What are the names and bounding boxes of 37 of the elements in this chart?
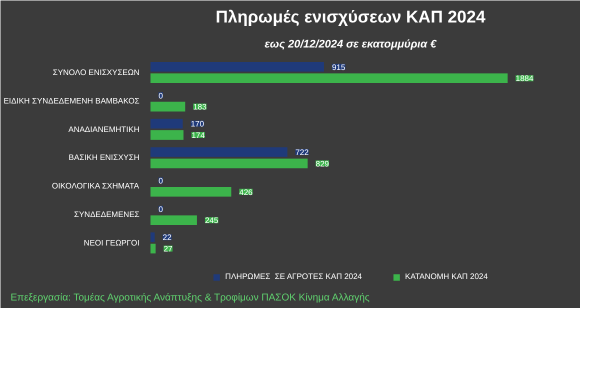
bar xyxy=(150,158,308,168)
data-label: 0 xyxy=(158,91,164,100)
bar xyxy=(150,232,155,242)
bar xyxy=(150,73,508,84)
y-tick-label: ΣΥΝΔΕΔΕΜΕΝΕΣ xyxy=(74,210,140,220)
data-label: 27 xyxy=(164,244,174,254)
data-label: 0 xyxy=(158,204,164,214)
y-tick-label: ΟΙΚΟΛΟΓΙΚΑ ΣΧΗΜΑΤΑ xyxy=(52,182,140,191)
y-tick-label: ΕΙΔΙΚΗ ΣΥΝΔΕΔΕΜΕΝΗ ΒΑΜΒΑΚΟΣ xyxy=(4,96,140,106)
data-label: 722 xyxy=(295,148,310,158)
bar xyxy=(150,130,184,140)
bar xyxy=(150,118,183,128)
y-tick-label: ΣΥΝΟΛΟ ΕΝΙΣΧΥΣΕΩΝ xyxy=(52,68,140,78)
chart-subtitle: εως 20/12/2024 σε εκατομμύρια € xyxy=(264,38,438,50)
bar xyxy=(150,244,156,254)
bar xyxy=(150,186,232,197)
data-label: 829 xyxy=(316,159,330,168)
bar xyxy=(150,147,288,157)
legend-label: ΚΑΤΑΝΟΜΗ ΚΑΠ 2024 xyxy=(404,272,488,281)
chart-title: Πληρωμές ενισχύσεων ΚΑΠ 2024 xyxy=(216,8,486,26)
data-label: 0 xyxy=(158,176,164,186)
data-label: 915 xyxy=(332,62,346,72)
y-tick-label: ΒΑΣΙΚΗ ΕΝΙΣΧΥΣΗ xyxy=(68,153,140,162)
data-label: 170 xyxy=(190,120,205,129)
text: Επεξεργασία: Τομέας Αγροτικής Ανάπτυξης & Τροφίμων ΠΑΣΟΚ Κίνημα Αλλαγής xyxy=(10,292,370,304)
data-label: 183 xyxy=(193,102,208,112)
bar xyxy=(150,102,186,112)
data-label: 1884 xyxy=(516,74,534,84)
y-tick-label: ΝΕΟΙ ΓΕΩΡΓΟΙ xyxy=(84,238,140,248)
data-label: 22 xyxy=(162,233,172,242)
bar xyxy=(150,215,197,226)
legend-label: ΠΛΗΡΩΜΕΣ ΣΕ ΑΓΡΟΤΕΣ ΚΑΠ 2024 xyxy=(225,272,362,281)
data-label: 426 xyxy=(239,188,254,197)
data-label: 174 xyxy=(191,131,206,140)
data-label: 245 xyxy=(204,216,219,226)
y-tick-label: ΑΝΑΔΙΑΝΕΜΗΤΙΚΗ xyxy=(68,124,140,134)
bar xyxy=(150,62,324,72)
